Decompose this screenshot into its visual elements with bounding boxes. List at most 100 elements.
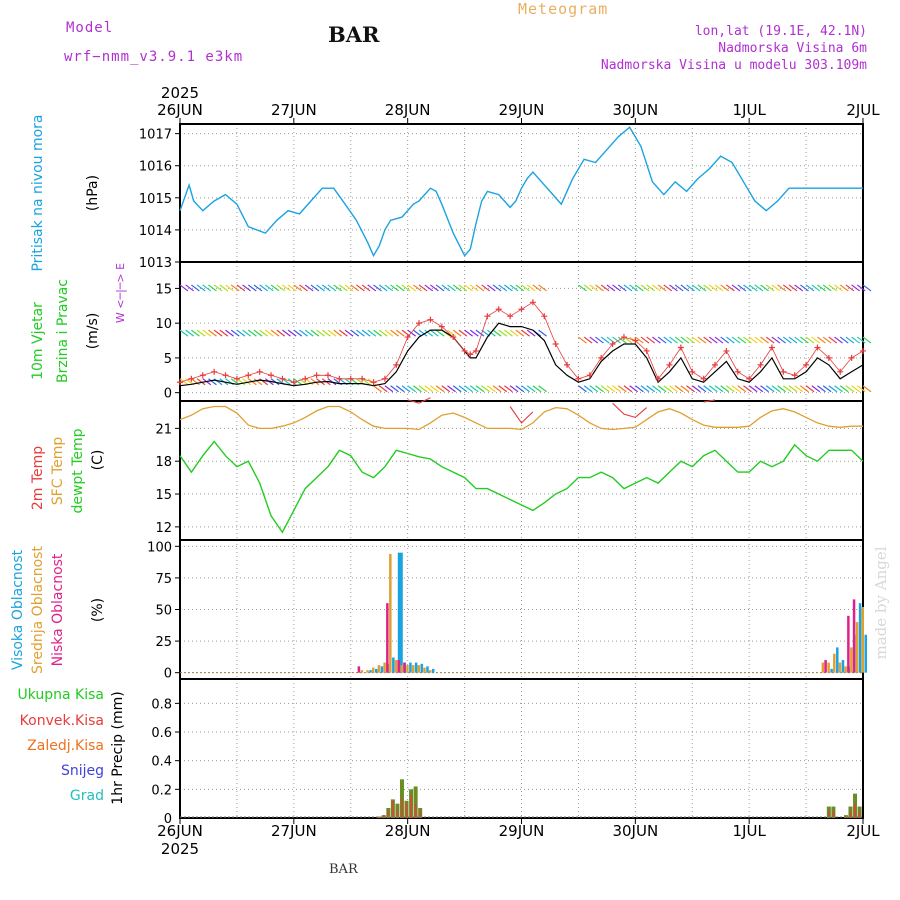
wind-barb bbox=[612, 284, 621, 292]
cloud-title-b: Srednja Oblacnost bbox=[30, 546, 46, 674]
time-label-bottom: 1JUL bbox=[733, 822, 767, 840]
wind-barb bbox=[504, 329, 513, 337]
wind-barb bbox=[748, 284, 758, 292]
t2m-line bbox=[407, 397, 431, 404]
wind-barb bbox=[743, 336, 752, 344]
cloud-bar-mid bbox=[372, 667, 375, 673]
precip-conv-bar bbox=[387, 810, 390, 818]
wind-barb bbox=[652, 284, 661, 292]
wind-barb bbox=[373, 329, 382, 337]
wind-barb bbox=[350, 329, 360, 337]
y-tick-label: 5 bbox=[164, 352, 172, 367]
wind-barb bbox=[657, 336, 667, 344]
y-tick-label: 1015 bbox=[139, 192, 172, 207]
wind-barb bbox=[208, 378, 217, 386]
precip-conv-bar bbox=[378, 816, 381, 818]
wind-barb bbox=[225, 284, 234, 292]
wind-barb bbox=[674, 336, 684, 344]
year-label-top: 2025 bbox=[161, 84, 199, 102]
wind-barb bbox=[458, 329, 468, 337]
wind-barb bbox=[634, 336, 644, 344]
wind-barb bbox=[447, 385, 456, 393]
y-tick-label: 15 bbox=[155, 488, 172, 503]
wind-barb bbox=[213, 329, 223, 337]
wind-barb bbox=[304, 284, 314, 292]
cloud-bar-high bbox=[409, 662, 412, 673]
wind-barb bbox=[464, 385, 473, 393]
wind-barb bbox=[276, 284, 286, 292]
wind-barb bbox=[378, 284, 388, 292]
wind-barb bbox=[521, 329, 530, 337]
y-tick-label: 1014 bbox=[139, 224, 172, 239]
wind-barb bbox=[299, 329, 308, 337]
wind-barb bbox=[401, 329, 411, 337]
wind-barb bbox=[856, 385, 866, 393]
wind-barb bbox=[674, 284, 684, 292]
wind-barb bbox=[287, 329, 297, 337]
wind-barb bbox=[202, 329, 212, 337]
wind-barb bbox=[253, 329, 263, 337]
wind-barb bbox=[828, 385, 838, 393]
wind-barb bbox=[617, 385, 627, 393]
wind-barb bbox=[418, 284, 428, 292]
wind-barb bbox=[788, 336, 798, 344]
cloud-bar-high bbox=[841, 660, 845, 673]
wind-barb bbox=[373, 385, 382, 393]
wind-barb bbox=[435, 385, 445, 393]
wind-barb bbox=[663, 336, 673, 344]
y-tick-label: 0.2 bbox=[151, 783, 172, 798]
precip-conv-bar bbox=[419, 810, 422, 818]
wind-barb bbox=[469, 284, 479, 292]
wind-barb bbox=[253, 284, 263, 292]
elevation-label: Nadmorska Visina 6m bbox=[718, 41, 867, 56]
wind-barb bbox=[469, 385, 479, 393]
wind-barb bbox=[703, 385, 712, 393]
wind-barb bbox=[185, 284, 195, 292]
wind-barb bbox=[247, 329, 257, 337]
wind-barb bbox=[236, 329, 246, 337]
wind-barb bbox=[401, 284, 411, 292]
time-label-top: 26JUN bbox=[157, 101, 203, 119]
precip-title-b: Konvek.Kisa bbox=[20, 713, 104, 729]
wind-barb bbox=[265, 329, 274, 337]
cloud-bar-mid bbox=[861, 606, 864, 673]
wind-barb bbox=[720, 336, 730, 344]
wind-barb bbox=[515, 385, 525, 393]
wind-barb bbox=[504, 385, 513, 393]
wind-barb bbox=[412, 284, 422, 292]
panel-cloud bbox=[175, 539, 864, 680]
wind-barb bbox=[390, 329, 399, 337]
wind-gust-line bbox=[179, 301, 864, 383]
wind-barb bbox=[509, 329, 519, 337]
y-tick-label: 18 bbox=[155, 455, 172, 470]
wind-barb bbox=[856, 336, 866, 344]
wind-barb bbox=[521, 284, 530, 292]
y-tick-label: 1013 bbox=[139, 256, 172, 271]
wind-barb bbox=[589, 385, 599, 393]
wind-barb bbox=[435, 329, 445, 337]
pressure-line bbox=[179, 126, 863, 258]
wind-barb bbox=[259, 329, 269, 337]
wind-barb bbox=[378, 385, 388, 393]
wind-barb bbox=[532, 284, 542, 292]
wind-barb bbox=[492, 385, 502, 393]
wind-barb bbox=[629, 385, 639, 393]
wind-barb bbox=[259, 284, 269, 292]
wind-barb bbox=[646, 385, 656, 393]
wind-barb bbox=[862, 336, 872, 344]
wind-barb bbox=[521, 385, 530, 393]
wind-barb bbox=[242, 284, 251, 292]
wind-barb bbox=[817, 284, 826, 292]
precip-conv-bar bbox=[849, 810, 852, 818]
cloud-bar-mid bbox=[411, 665, 415, 673]
wind-barb bbox=[356, 329, 365, 337]
wind-barb bbox=[356, 284, 365, 292]
wind-barb bbox=[680, 284, 690, 292]
wind-barb bbox=[595, 284, 604, 292]
wind-barb bbox=[196, 378, 206, 386]
wind-barb bbox=[839, 284, 849, 292]
wind-barb bbox=[458, 284, 468, 292]
y-tick-label: 0 bbox=[164, 667, 172, 682]
wind-barb bbox=[691, 385, 701, 393]
wind-barb bbox=[640, 336, 650, 344]
